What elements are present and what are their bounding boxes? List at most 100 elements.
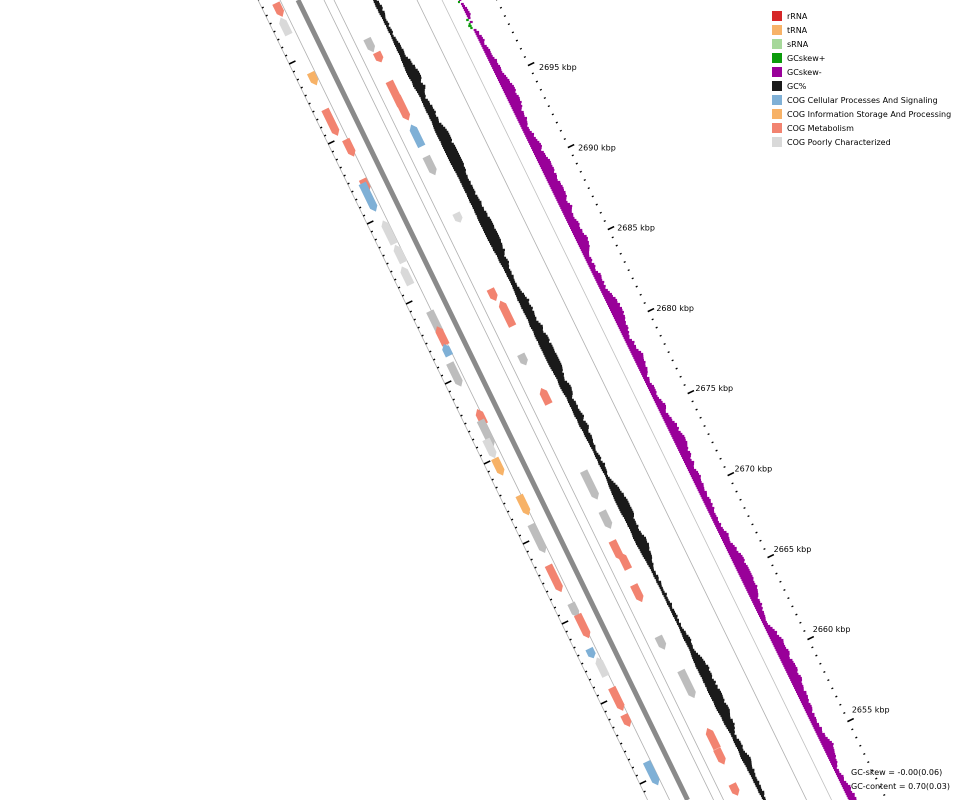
gene-arrow	[482, 437, 497, 459]
guide-line	[333, 0, 724, 800]
gene-arrow	[422, 154, 437, 176]
scale-tick	[847, 717, 855, 723]
scale-tick	[561, 620, 569, 625]
scale-tick	[464, 422, 467, 425]
gene-arrow	[373, 50, 384, 63]
scale-tick	[831, 687, 834, 690]
scale-tick	[691, 400, 694, 403]
scale-tick	[296, 78, 300, 81]
scale-tick	[277, 38, 280, 41]
gene-arrow	[306, 70, 319, 86]
scale-tick	[527, 61, 535, 67]
legend-swatch	[772, 53, 782, 63]
scale-tick	[261, 6, 264, 9]
scale-tick	[312, 110, 315, 113]
scale-tick	[386, 262, 389, 265]
scale-tick	[612, 726, 615, 729]
scale-tick	[771, 564, 774, 567]
scale-tick	[542, 582, 545, 585]
scale-tick	[667, 351, 670, 354]
scale-tick	[557, 614, 561, 617]
scale-tick	[839, 703, 842, 706]
scale-tick	[655, 326, 658, 329]
scale-tick	[608, 718, 611, 721]
scale-tick	[519, 47, 523, 50]
scale-tick	[499, 6, 503, 9]
scale-tick	[783, 588, 786, 591]
scale-tick	[281, 46, 284, 49]
legend-swatch	[772, 25, 782, 35]
scale-tick	[679, 375, 682, 378]
scale-tick	[347, 182, 350, 185]
legend-label: GCskew+	[787, 53, 826, 63]
scale-tick	[569, 638, 572, 641]
scale-tick	[539, 88, 543, 91]
scale-tick	[851, 728, 854, 731]
scale-tick	[584, 670, 588, 673]
gene-arrow	[279, 17, 293, 37]
scale-tick	[751, 523, 754, 526]
legend-label: COG Poorly Characterized	[787, 137, 891, 147]
scale-tick	[421, 334, 424, 337]
scale-tick	[763, 547, 766, 550]
scale-tick	[579, 170, 582, 173]
scale-tick	[823, 670, 826, 673]
scale-tick	[795, 613, 798, 616]
scale-tick	[843, 711, 846, 714]
scale-tick	[819, 662, 822, 665]
scale-tick	[553, 606, 557, 609]
gene-arrow	[713, 747, 726, 765]
legend-item: GCskew-	[772, 65, 951, 79]
scale-tick	[871, 769, 874, 772]
scale-tick	[863, 752, 866, 755]
scale-tick	[507, 23, 511, 26]
gene-arrow	[381, 220, 398, 246]
legend-label: COG Metabolism	[787, 123, 854, 133]
gene-arrow	[642, 759, 660, 786]
gene-arrow	[486, 287, 498, 302]
scale-tick	[827, 679, 830, 682]
legend-item: COG Poorly Characterized	[772, 135, 951, 149]
scale-tick	[867, 761, 870, 764]
scale-tick	[619, 252, 622, 255]
scale-tick	[559, 129, 562, 132]
scale-tick	[522, 540, 530, 545]
scale-tick	[551, 113, 554, 116]
scale-tick	[643, 301, 646, 304]
legend-label: COG Information Storage And Processing	[787, 109, 952, 119]
scale-tick	[775, 572, 778, 575]
legend-label: GCskew-	[787, 67, 822, 77]
legend-swatch	[772, 67, 782, 77]
scale-tick	[507, 510, 510, 513]
gene-arrow	[272, 1, 285, 17]
gene-arrow	[630, 583, 644, 603]
gene-arrow	[517, 352, 528, 366]
scale-tick	[587, 187, 590, 190]
scale-tick	[595, 203, 598, 206]
scale-tick	[727, 471, 735, 477]
legend-item: COG Information Storage And Processing	[772, 107, 951, 121]
scale-tick	[304, 94, 307, 97]
scale-tick	[343, 174, 346, 177]
legend-swatch	[772, 137, 782, 147]
scale-tick	[571, 154, 574, 157]
scale-tick	[448, 390, 451, 393]
scale-tick	[335, 158, 339, 161]
scale-tick	[588, 678, 592, 681]
scale-tick	[635, 774, 638, 777]
scale-tick	[703, 424, 706, 427]
gene-arrow	[728, 782, 740, 796]
scale-tick	[791, 605, 794, 608]
tick-label: 2670 kbp	[735, 465, 773, 474]
legend-item: tRNA	[772, 23, 951, 37]
gene-arrow	[585, 646, 596, 659]
scale-tick	[687, 389, 695, 395]
scale-tick	[631, 277, 634, 280]
scale-tick	[627, 269, 630, 272]
scale-tick	[405, 300, 413, 305]
gc-skew-stat: GC-skew = -0.00(0.06)	[851, 768, 943, 777]
scale-tick	[779, 580, 782, 583]
scale-tick	[875, 777, 878, 780]
gene-arrow	[677, 668, 696, 699]
gene-arrow	[435, 326, 450, 347]
